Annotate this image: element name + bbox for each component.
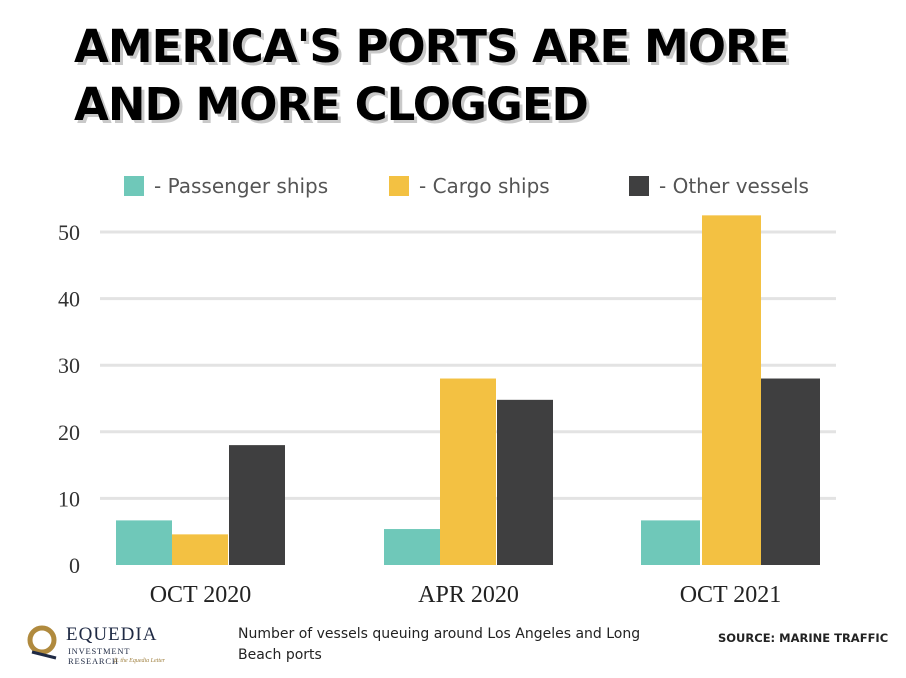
y-tick-label: 30 <box>58 353 80 378</box>
bar-1-1 <box>440 378 496 565</box>
y-tick-label: 0 <box>69 553 80 578</box>
logo-tagline: ft. the Equedia Letter <box>114 658 165 664</box>
legend-swatch-cargo <box>389 176 409 196</box>
x-tick-label: APR 2020 <box>418 582 519 608</box>
bar-0-1 <box>172 534 228 565</box>
x-tick-label: OCT 2021 <box>680 582 782 608</box>
chart-title-line-1: AMERICA'S PORTS ARE MORE <box>74 20 789 73</box>
bar-0-2 <box>229 445 285 565</box>
bar-2-1 <box>702 215 761 565</box>
y-tick-label: 20 <box>58 420 80 445</box>
bar-2-0 <box>641 520 700 565</box>
y-tick-label: 10 <box>58 486 80 511</box>
chart-caption: Number of vessels queuing around Los Ang… <box>238 626 641 663</box>
logo-name: EQUEDIA <box>66 624 158 645</box>
y-tick-label: 40 <box>58 287 80 312</box>
legend-item-cargo: - Cargo ships <box>389 174 550 198</box>
y-tick-label: 50 <box>58 220 80 245</box>
legend-item-passenger: - Passenger ships <box>124 174 328 198</box>
chart-source: SOURCE: MARINE TRAFFIC <box>718 631 889 645</box>
legend-swatch-passenger <box>124 176 144 196</box>
equedia-logo: EQUEDIA INVESTMENT RESEARCH ft. the Eque… <box>22 618 182 668</box>
legend-label-passenger: - Passenger ships <box>154 174 329 198</box>
legend-label-cargo: - Cargo ships <box>419 174 550 198</box>
x-tick-label: OCT 2020 <box>150 582 252 608</box>
chart-title: AMERICA'S PORTS ARE MORE AND MORE CLOGGE… <box>74 18 874 134</box>
bar-chart: 0 10 20 30 40 50 OCT 2020 APR 2020 OCT 2021 <box>58 215 836 608</box>
logo-subtitle: INVESTMENT RESEARCH <box>68 646 131 666</box>
chart-legend: - Passenger ships - Cargo ships - Other … <box>0 174 906 204</box>
bar-0-0 <box>116 520 172 565</box>
logo-mark-icon <box>27 625 57 660</box>
bar-1-0 <box>384 529 440 565</box>
legend-label-other: - Other vessels <box>659 174 809 198</box>
chart-title-line-2: AND MORE CLOGGED <box>74 78 589 131</box>
legend-item-other: - Other vessels <box>629 174 809 198</box>
bar-1-2 <box>497 399 553 565</box>
bar-2-2 <box>761 378 820 565</box>
legend-swatch-other <box>629 176 649 196</box>
